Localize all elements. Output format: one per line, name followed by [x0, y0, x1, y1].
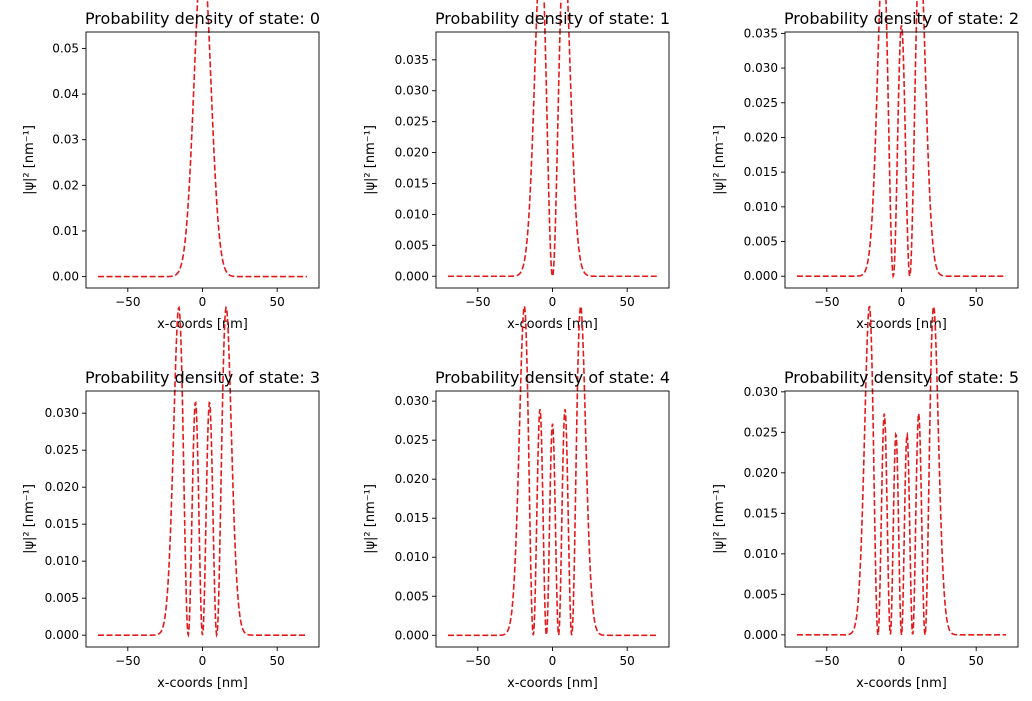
y-tick-label: 0.025 — [45, 443, 79, 457]
subplot-title: Probability density of state: 5 — [784, 368, 1019, 387]
y-tick-label: 0.010 — [395, 207, 429, 221]
axes-frame — [85, 390, 320, 648]
x-tick-label: 0 — [898, 295, 906, 309]
density-line-state-3 — [97, 305, 308, 638]
y-tick-label: 0.005 — [744, 235, 778, 249]
y-axis-label: |ψ|² [nm⁻¹] — [22, 125, 37, 195]
y-axis-label: |ψ|² [nm⁻¹] — [363, 484, 378, 554]
subplot-state-4: −50 0 50 0.000 0.005 0.010 0.015 0.020 0.025 0.03… — [363, 303, 670, 691]
density-line-state-4 — [447, 303, 658, 637]
x-tick-label: 0 — [199, 654, 207, 668]
y-axis-label: |ψ|² [nm⁻¹] — [22, 484, 37, 554]
y-tick-label: 0.03 — [52, 133, 79, 147]
subplot-title: Probability density of state: 4 — [435, 368, 670, 387]
y-tick-label: 0.015 — [395, 511, 429, 525]
y-axis-label: |ψ|² [nm⁻¹] — [363, 125, 378, 195]
subplot-title: Probability density of state: 3 — [85, 368, 320, 387]
y-tick-label: 0.030 — [744, 61, 778, 75]
x-tick-label: −50 — [115, 295, 140, 309]
y-tick-label: 0.015 — [45, 517, 79, 531]
y-tick-label: 0.025 — [395, 433, 429, 447]
density-line-state-0 — [97, 0, 308, 278]
subplot-state-1: −50 0 50 0.000 0.005 0.010 0.015 0.020 0.025 0.03… — [363, 0, 670, 332]
x-axis-label: x-coords [nm] — [507, 676, 598, 691]
subplot-state-3: −50 0 50 0.000 0.005 0.010 0.015 0.020 0.025 0.03… — [22, 305, 320, 691]
x-tick-label: −50 — [814, 295, 839, 309]
x-tick-label: 0 — [549, 295, 557, 309]
x-tick-label: 50 — [969, 654, 984, 668]
x-axis-label: x-coords [nm] — [856, 317, 947, 332]
y-axis-label: |ψ|² [nm⁻¹] — [712, 125, 727, 195]
density-line-state-5 — [796, 305, 1007, 636]
y-tick-label: 0.02 — [52, 178, 79, 192]
subplot-state-0: −50 0 50 0.00 0.01 0.02 0.03 0.04 0.05 Probabilit… — [22, 0, 320, 332]
subplot-title: Probability density of state: 0 — [85, 9, 320, 28]
y-tick-label: 0.020 — [744, 130, 778, 144]
y-tick-label: 0.015 — [744, 506, 778, 520]
y-tick-label: 0.030 — [395, 394, 429, 408]
x-tick-label: 0 — [549, 654, 557, 668]
axes-frame — [435, 31, 670, 289]
subplot-title: Probability density of state: 2 — [784, 9, 1019, 28]
y-tick-label: 0.00 — [52, 270, 79, 284]
y-tick-label: 0.015 — [395, 176, 429, 190]
x-tick-label: 50 — [620, 295, 635, 309]
subplot-state-2: −50 0 50 0.000 0.005 0.010 0.015 0.020 0.025 0.03… — [712, 0, 1019, 332]
x-tick-label: 50 — [270, 295, 285, 309]
y-tick-label: 0.000 — [395, 628, 429, 642]
x-tick-label: −50 — [465, 654, 490, 668]
y-tick-label: 0.010 — [744, 547, 778, 561]
x-tick-label: 50 — [620, 654, 635, 668]
x-tick-label: −50 — [814, 654, 839, 668]
y-tick-label: 0.030 — [395, 84, 429, 98]
y-tick-label: 0.05 — [52, 41, 79, 55]
y-tick-label: 0.005 — [395, 589, 429, 603]
density-line-state-1 — [447, 0, 658, 280]
y-tick-label: 0.000 — [395, 269, 429, 283]
x-axis-label: x-coords [nm] — [507, 317, 598, 332]
y-tick-label: 0.01 — [52, 224, 79, 238]
y-tick-label: 0.005 — [395, 238, 429, 252]
y-tick-label: 0.000 — [45, 628, 79, 642]
y-tick-label: 0.020 — [395, 472, 429, 486]
x-tick-label: −50 — [115, 654, 140, 668]
axes-frame — [784, 390, 1019, 648]
y-tick-label: 0.005 — [744, 587, 778, 601]
y-tick-label: 0.030 — [744, 385, 778, 399]
subplot-state-5: −50 0 50 0.000 0.005 0.010 0.015 0.020 0.025 0.03… — [712, 305, 1019, 691]
y-tick-label: 0.010 — [395, 550, 429, 564]
y-tick-label: 0.015 — [744, 165, 778, 179]
y-tick-label: 0.000 — [744, 269, 778, 283]
x-tick-label: 0 — [199, 295, 207, 309]
x-tick-label: 0 — [898, 654, 906, 668]
y-tick-label: 0.035 — [744, 26, 778, 40]
axes-frame — [85, 31, 320, 289]
y-tick-label: 0.04 — [52, 87, 79, 101]
x-axis-label: x-coords [nm] — [157, 317, 248, 332]
y-axis-label: |ψ|² [nm⁻¹] — [712, 484, 727, 554]
y-tick-label: 0.030 — [45, 406, 79, 420]
y-tick-label: 0.025 — [744, 425, 778, 439]
y-tick-label: 0.020 — [395, 146, 429, 160]
x-axis-label: x-coords [nm] — [856, 676, 947, 691]
y-tick-label: 0.020 — [45, 480, 79, 494]
subplot-title: Probability density of state: 1 — [435, 9, 670, 28]
x-tick-label: 50 — [270, 654, 285, 668]
x-axis-label: x-coords [nm] — [157, 676, 248, 691]
density-line-state-2 — [796, 0, 1007, 280]
y-tick-label: 0.025 — [744, 96, 778, 110]
y-tick-label: 0.000 — [744, 628, 778, 642]
axes-frame — [784, 31, 1019, 289]
y-tick-label: 0.010 — [45, 554, 79, 568]
y-tick-label: 0.005 — [45, 591, 79, 605]
y-tick-label: 0.020 — [744, 466, 778, 480]
y-tick-label: 0.010 — [744, 200, 778, 214]
y-tick-label: 0.025 — [395, 115, 429, 129]
x-tick-label: 50 — [969, 295, 984, 309]
x-tick-label: −50 — [465, 295, 490, 309]
y-tick-label: 0.035 — [395, 53, 429, 67]
